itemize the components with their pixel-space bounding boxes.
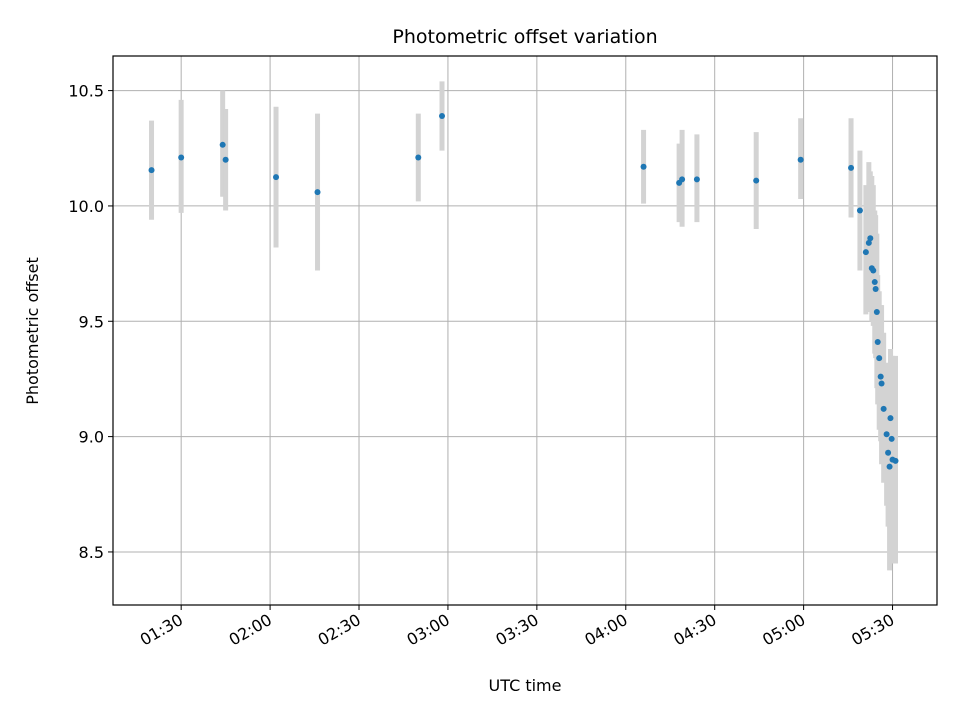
y-tick-label: 9.5 bbox=[79, 312, 104, 331]
axes-frame bbox=[112, 55, 938, 606]
data-point bbox=[870, 267, 877, 274]
data-point bbox=[415, 154, 422, 161]
data-point bbox=[797, 156, 804, 163]
data-point bbox=[867, 235, 874, 242]
data-point bbox=[873, 309, 880, 316]
x-axis-label: UTC time bbox=[489, 676, 562, 695]
data-point bbox=[874, 339, 881, 346]
data-point bbox=[892, 457, 899, 464]
data-point bbox=[872, 285, 879, 292]
y-tick-label: 10.0 bbox=[68, 197, 104, 216]
data-point bbox=[640, 163, 647, 170]
data-point bbox=[887, 415, 894, 422]
data-point bbox=[148, 167, 155, 174]
data-point bbox=[314, 189, 321, 196]
data-point bbox=[439, 112, 446, 119]
data-point bbox=[871, 279, 878, 286]
y-tick-label: 8.5 bbox=[79, 543, 104, 562]
data-point bbox=[222, 156, 229, 163]
chart-title: Photometric offset variation bbox=[392, 26, 657, 48]
y-tick-label: 10.5 bbox=[68, 82, 104, 101]
data-points bbox=[148, 112, 899, 470]
data-point bbox=[886, 463, 893, 470]
grid bbox=[113, 56, 937, 605]
data-point bbox=[883, 431, 890, 438]
data-point bbox=[888, 435, 895, 442]
data-point bbox=[178, 154, 185, 161]
data-point bbox=[753, 177, 760, 184]
data-point bbox=[856, 207, 863, 214]
y-axis-ticks: 8.5 9.0 9.5 10.0 10.5 bbox=[68, 82, 113, 562]
data-point bbox=[876, 355, 883, 362]
data-point bbox=[865, 239, 872, 246]
y-tick-label: 9.0 bbox=[79, 428, 104, 447]
data-point bbox=[885, 449, 892, 456]
y-axis-label: Photometric offset bbox=[23, 257, 42, 405]
data-point bbox=[878, 380, 885, 387]
data-point bbox=[877, 373, 884, 380]
data-point bbox=[848, 164, 855, 171]
data-point bbox=[862, 249, 869, 256]
data-point bbox=[219, 141, 226, 148]
data-point bbox=[273, 174, 280, 181]
data-point bbox=[880, 405, 887, 412]
data-point bbox=[679, 176, 686, 183]
data-point bbox=[693, 176, 700, 183]
